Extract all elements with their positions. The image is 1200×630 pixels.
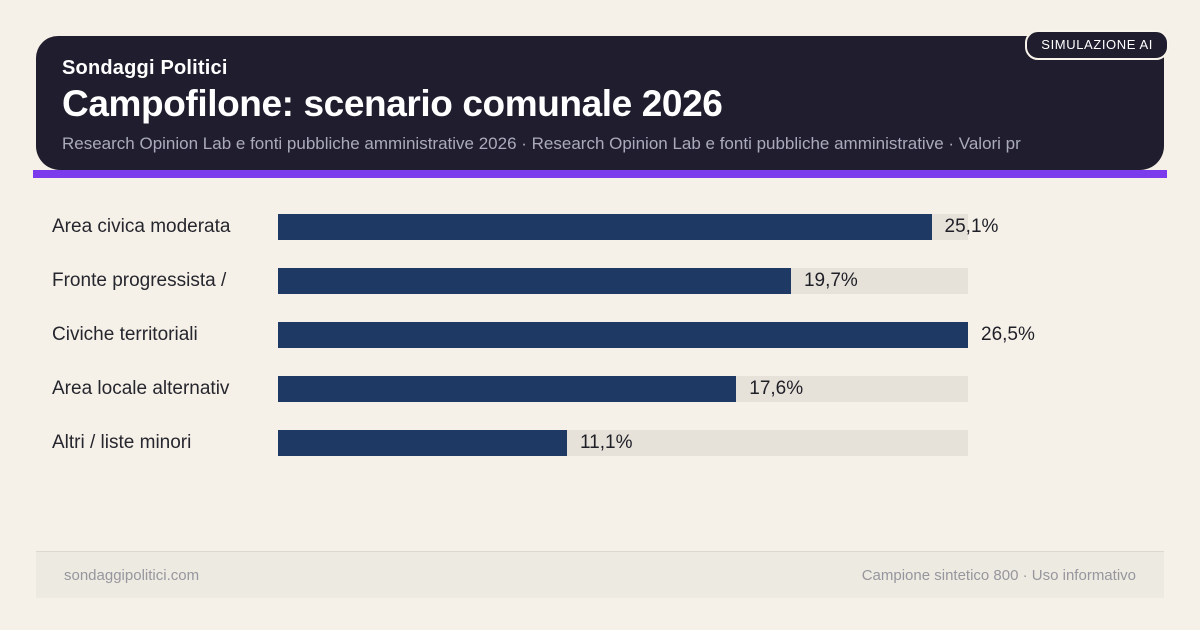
- footer-sample-note: Campione sintetico 800 · Uso informativo: [861, 566, 1136, 584]
- bar-fill: [278, 430, 568, 456]
- category-label: Fronte progressista /: [52, 270, 227, 291]
- value-label: 11,1%: [580, 432, 633, 453]
- chart-row: Altri / liste minori 11,1%: [0, 430, 1200, 456]
- footer-source: sondaggipolitici.com: [64, 566, 200, 584]
- chart-row: Area locale alternativ 17,6%: [0, 376, 1200, 402]
- chart-row: Area civica moderata 25,1%: [0, 214, 1200, 240]
- bar-track: 25,1%: [278, 214, 998, 240]
- value-label: 17,6%: [749, 378, 804, 399]
- category-label: Civiche territoriali: [52, 324, 198, 345]
- page-title: Campofilone: scenario comunale 2026: [62, 83, 723, 124]
- value-label: 26,5%: [981, 324, 1035, 345]
- category-label: Area civica moderata: [52, 216, 231, 237]
- accent-bar: [33, 170, 1167, 178]
- chart-row: Fronte progressista / 19,7%: [0, 268, 1200, 294]
- footer: sondaggipolitici.com Campione sintetico …: [36, 551, 1164, 598]
- header-card: Sondaggi Politici Campofilone: scenario …: [36, 36, 1164, 170]
- bar-track: 26,5%: [278, 322, 1035, 348]
- bar-fill: [278, 214, 932, 240]
- header-subtitle: Research Opinion Lab e fonti pubbliche a…: [62, 133, 1021, 153]
- value-label: 25,1%: [944, 216, 999, 237]
- bar-fill: [278, 376, 737, 402]
- bar-track: 17,6%: [278, 376, 968, 402]
- bar-track: 11,1%: [278, 430, 968, 456]
- category-label: Altri / liste minori: [52, 432, 192, 453]
- bar-track: 19,7%: [278, 268, 968, 294]
- category-label: Area locale alternativ: [52, 378, 230, 399]
- bar-fill: [278, 268, 791, 294]
- header-kicker: Sondaggi Politici: [62, 57, 228, 79]
- bar-fill: [278, 322, 968, 348]
- bar-chart: Area civica moderata 25,1% Fronte progress…: [0, 214, 1200, 484]
- value-label: 19,7%: [803, 270, 858, 291]
- simulation-badge: SIMULAZIONE AI: [1025, 30, 1169, 60]
- chart-row: Civiche territoriali 26,5%: [0, 322, 1200, 348]
